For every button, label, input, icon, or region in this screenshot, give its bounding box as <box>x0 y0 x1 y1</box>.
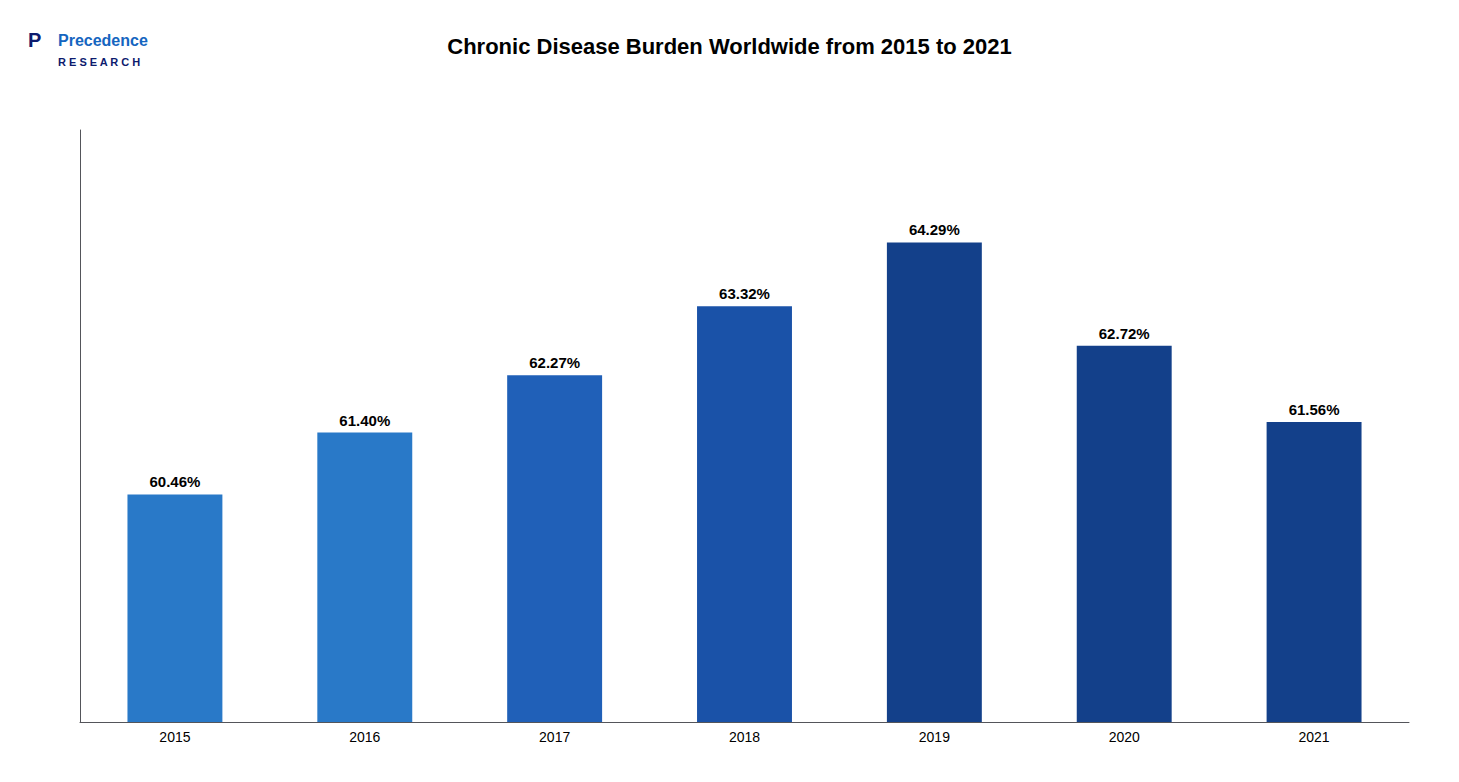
svg-text:60.46%: 60.46% <box>149 473 200 490</box>
svg-text:2019: 2019 <box>919 729 950 745</box>
svg-text:P: P <box>28 29 41 51</box>
svg-text:Chronic Disease Burden Worldwi: Chronic Disease Burden Worldwide from 20… <box>447 34 1011 59</box>
svg-text:63.32%: 63.32% <box>719 285 770 302</box>
svg-text:2016: 2016 <box>349 729 380 745</box>
svg-text:R E S E A R C H: R E S E A R C H <box>58 56 140 68</box>
svg-text:2015: 2015 <box>159 729 190 745</box>
svg-text:64.29%: 64.29% <box>909 221 960 238</box>
svg-text:61.56%: 61.56% <box>1289 401 1340 418</box>
svg-text:2021: 2021 <box>1298 729 1329 745</box>
svg-text:62.27%: 62.27% <box>529 354 580 371</box>
svg-text:Precedence: Precedence <box>58 32 148 49</box>
svg-text:2017: 2017 <box>539 729 570 745</box>
svg-text:61.40%: 61.40% <box>339 412 390 429</box>
svg-text:2018: 2018 <box>729 729 760 745</box>
svg-text:2020: 2020 <box>1109 729 1140 745</box>
svg-text:62.72%: 62.72% <box>1099 325 1150 342</box>
